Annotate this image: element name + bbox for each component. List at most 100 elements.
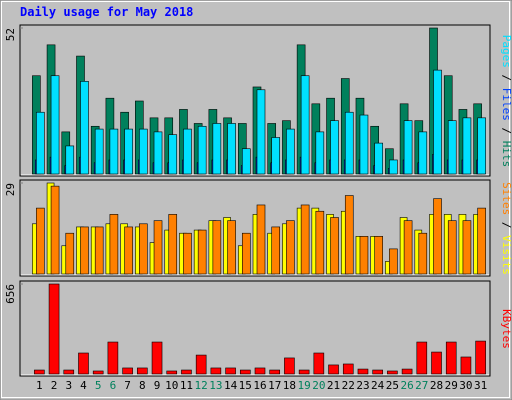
bar [462, 220, 472, 275]
bar [445, 341, 457, 375]
bar [107, 341, 119, 375]
bar [137, 367, 148, 375]
bar [139, 128, 148, 175]
bar [418, 131, 428, 175]
y-tick-label: 52 [4, 28, 17, 41]
x-tick-label: 10 [165, 379, 178, 392]
bar [197, 125, 207, 175]
bar [212, 220, 222, 275]
bar [109, 214, 119, 275]
x-tick-label: 11 [180, 379, 193, 392]
bar [212, 123, 222, 175]
bar [269, 369, 281, 375]
bar [80, 226, 89, 275]
x-tick-label: 22 [342, 379, 355, 392]
x-tick-label: 25 [386, 379, 399, 392]
bar [403, 120, 413, 175]
bar [65, 145, 75, 175]
y-tick-label: 29 [4, 183, 17, 196]
x-tick-label: 26 [400, 379, 413, 392]
bar [109, 128, 119, 175]
bar [50, 75, 60, 175]
x-tick-label: 19 [298, 379, 311, 392]
bar [328, 364, 339, 375]
bar [372, 369, 383, 375]
x-tick-label: 31 [474, 379, 487, 392]
legend-separator [500, 68, 512, 75]
x-tick-label: 4 [80, 379, 87, 392]
bar [477, 207, 486, 275]
bar [286, 220, 295, 275]
bar [374, 236, 383, 275]
bar [447, 120, 457, 175]
x-tick-label: 23 [356, 379, 369, 392]
x-tick-label: 18 [283, 379, 296, 392]
bar [166, 370, 178, 375]
bar [475, 340, 486, 375]
bar [139, 223, 148, 275]
bar [344, 195, 354, 275]
bar [254, 367, 266, 375]
bar [80, 81, 89, 175]
legend-separator [500, 229, 512, 236]
bar [433, 69, 442, 175]
legend-entry: Files [500, 88, 512, 121]
bar [447, 220, 457, 275]
legend-entry: Sites [500, 182, 512, 215]
x-tick-label: 12 [195, 379, 208, 392]
x-tick-label: 16 [253, 379, 266, 392]
bar [271, 137, 281, 175]
x-tick-label: 7 [124, 379, 131, 392]
bar [256, 89, 266, 175]
x-tick-label: 24 [371, 379, 385, 392]
bar [342, 363, 354, 375]
x-tick-label: 20 [312, 379, 325, 392]
legend-entry: Pages [500, 35, 512, 68]
bar [124, 226, 133, 275]
bar [315, 131, 325, 175]
bar [65, 232, 75, 275]
bar [286, 128, 295, 175]
bar [227, 123, 236, 175]
bar [387, 370, 398, 375]
legend-separator: / [500, 128, 512, 135]
bar [403, 220, 413, 275]
bar [225, 367, 236, 375]
bar [92, 370, 104, 375]
x-tick-label: 30 [459, 379, 472, 392]
bar [210, 367, 222, 375]
bar [330, 217, 339, 275]
x-tick-label: 5 [95, 379, 102, 392]
bar [241, 232, 251, 275]
bar [183, 232, 192, 275]
bar [431, 351, 442, 375]
x-tick-label: 15 [239, 379, 252, 392]
x-tick-label: 2 [51, 379, 58, 392]
bar [239, 369, 251, 375]
bar [94, 128, 104, 175]
bar [153, 131, 163, 175]
bar [359, 236, 369, 275]
x-tick-label: 27 [415, 379, 428, 392]
bar [241, 148, 251, 175]
chart-title: Daily usage for May 2018 [20, 5, 193, 19]
x-tick-label: 3 [65, 379, 72, 392]
legend: Sites / Visits [500, 182, 512, 275]
legend-entry: KBytes [500, 309, 512, 349]
bar [389, 159, 398, 175]
legend: Pages / Files / Hits [500, 35, 512, 168]
bar [344, 111, 354, 175]
legend-separator: / [500, 222, 512, 229]
bar [94, 226, 104, 275]
bar [357, 368, 369, 375]
bar [195, 354, 207, 375]
bar [315, 210, 325, 275]
legend-separator [500, 81, 512, 88]
bar [271, 226, 281, 275]
bar [418, 232, 428, 275]
bar [124, 128, 133, 175]
bar [36, 207, 45, 275]
bar [313, 352, 325, 375]
legend-entry: Hits [500, 141, 512, 168]
